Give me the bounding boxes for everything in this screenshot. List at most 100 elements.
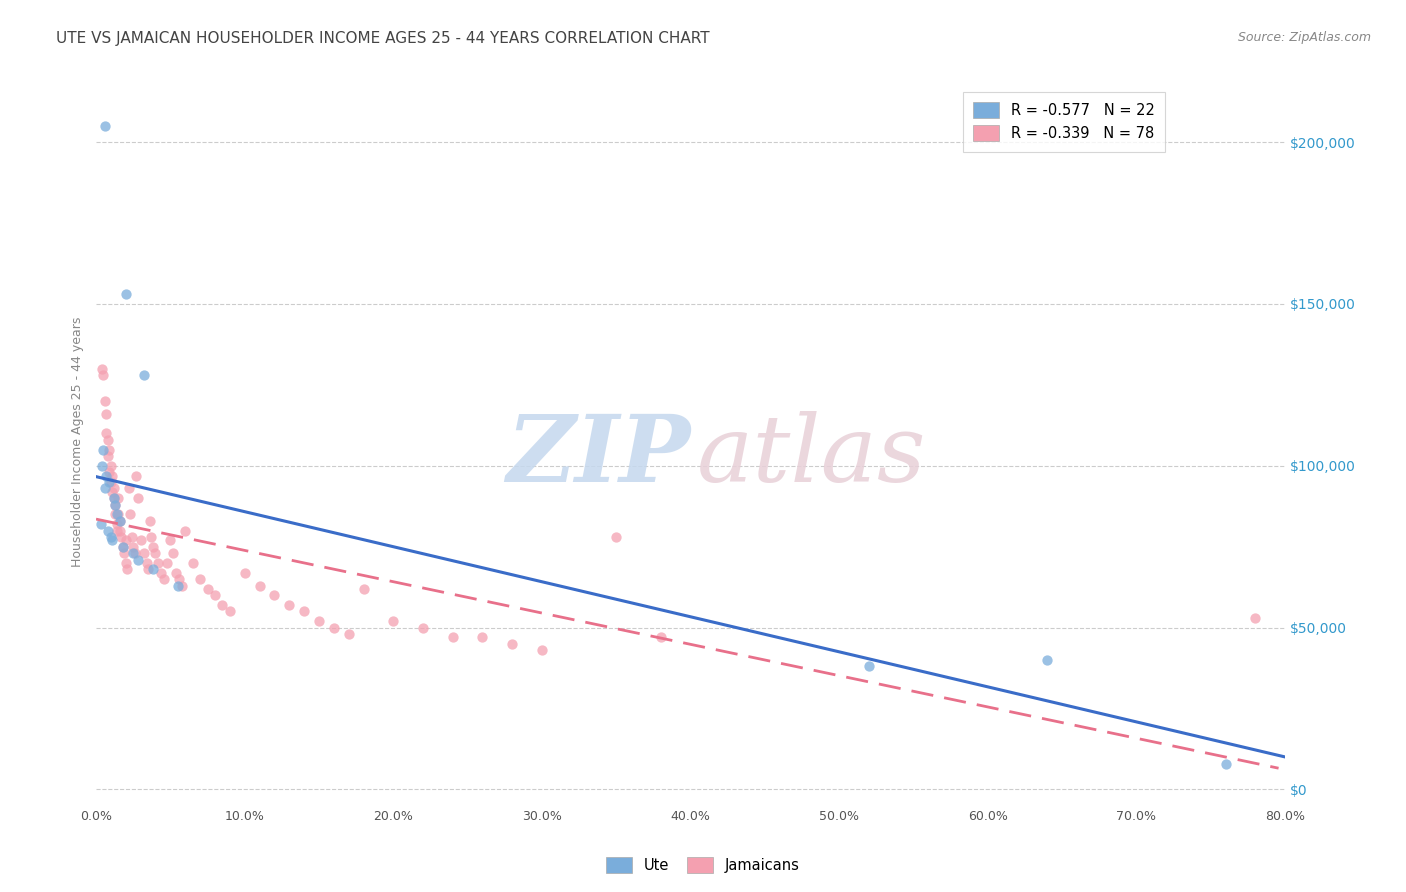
Point [322,621,344,635]
Point [159,533,181,548]
Point [103,482,125,496]
Point [124,546,146,560]
Point [174,524,197,538]
Point [110,530,132,544]
Point [138,514,160,528]
Point [172,578,194,592]
Point [148,556,170,570]
Point [188,572,211,586]
Point [353,582,375,596]
Point [114,556,136,570]
Point [100,530,122,544]
Point [108,514,131,528]
Point [858,659,880,673]
Point [197,582,219,596]
Point [100,458,122,473]
Point [132,546,155,560]
Point [98,465,121,479]
Point [125,468,148,483]
Point [204,588,226,602]
Point [166,578,188,592]
Text: ZIP: ZIP [506,411,690,501]
Point [382,614,405,628]
Point [108,524,131,538]
Point [91,361,114,376]
Point [101,468,124,483]
Point [650,630,672,644]
Point [105,508,128,522]
Point [103,491,125,505]
Point [101,533,124,548]
Point [156,556,179,570]
Point [121,530,143,544]
Point [91,458,114,473]
Point [150,566,173,580]
Point [1036,653,1059,667]
Point [136,562,159,576]
Point [104,508,127,522]
Point [122,540,145,554]
Point [145,546,167,560]
Point [218,604,240,618]
Point [101,484,124,499]
Legend: Ute, Jamaicans: Ute, Jamaicans [599,850,807,880]
Text: Source: ZipAtlas.com: Source: ZipAtlas.com [1237,31,1371,45]
Point [94,394,117,409]
Point [112,546,135,560]
Point [308,614,330,628]
Point [292,604,315,618]
Point [1244,611,1267,625]
Point [97,433,120,447]
Point [118,482,141,496]
Point [94,119,117,133]
Point [117,562,139,576]
Point [104,498,127,512]
Point [263,588,285,602]
Point [139,530,162,544]
Point [441,630,464,644]
Point [98,475,121,489]
Point [169,572,191,586]
Point [162,546,184,560]
Point [114,533,136,548]
Point [96,426,118,441]
Point [105,517,128,532]
Point [96,468,118,483]
Point [114,287,136,301]
Point [132,368,155,383]
Point [153,572,176,586]
Point [120,508,142,522]
Text: UTE VS JAMAICAN HOUSEHOLDER INCOME AGES 25 - 44 YEARS CORRELATION CHART: UTE VS JAMAICAN HOUSEHOLDER INCOME AGES … [56,31,710,46]
Point [501,637,523,651]
Point [278,598,301,612]
Point [104,498,127,512]
Point [107,508,129,522]
Point [165,566,187,580]
Point [1215,756,1237,771]
Point [181,556,204,570]
Point [107,491,129,505]
Point [97,449,120,463]
Point [135,556,157,570]
Y-axis label: Householder Income Ages 25 - 44 years: Householder Income Ages 25 - 44 years [72,317,84,566]
Legend: R = -0.577   N = 22, R = -0.339   N = 78: R = -0.577 N = 22, R = -0.339 N = 78 [963,92,1164,152]
Point [98,442,121,457]
Point [412,621,434,635]
Text: atlas: atlas [696,411,927,501]
Point [233,566,256,580]
Point [141,562,163,576]
Point [249,578,271,592]
Point [530,643,553,657]
Point [93,368,115,383]
Point [122,546,145,560]
Point [127,491,149,505]
Point [97,524,120,538]
Point [471,630,494,644]
Point [108,514,131,528]
Point [127,552,149,566]
Point [605,530,627,544]
Point [100,475,122,489]
Point [141,540,163,554]
Point [211,598,233,612]
Point [105,524,128,538]
